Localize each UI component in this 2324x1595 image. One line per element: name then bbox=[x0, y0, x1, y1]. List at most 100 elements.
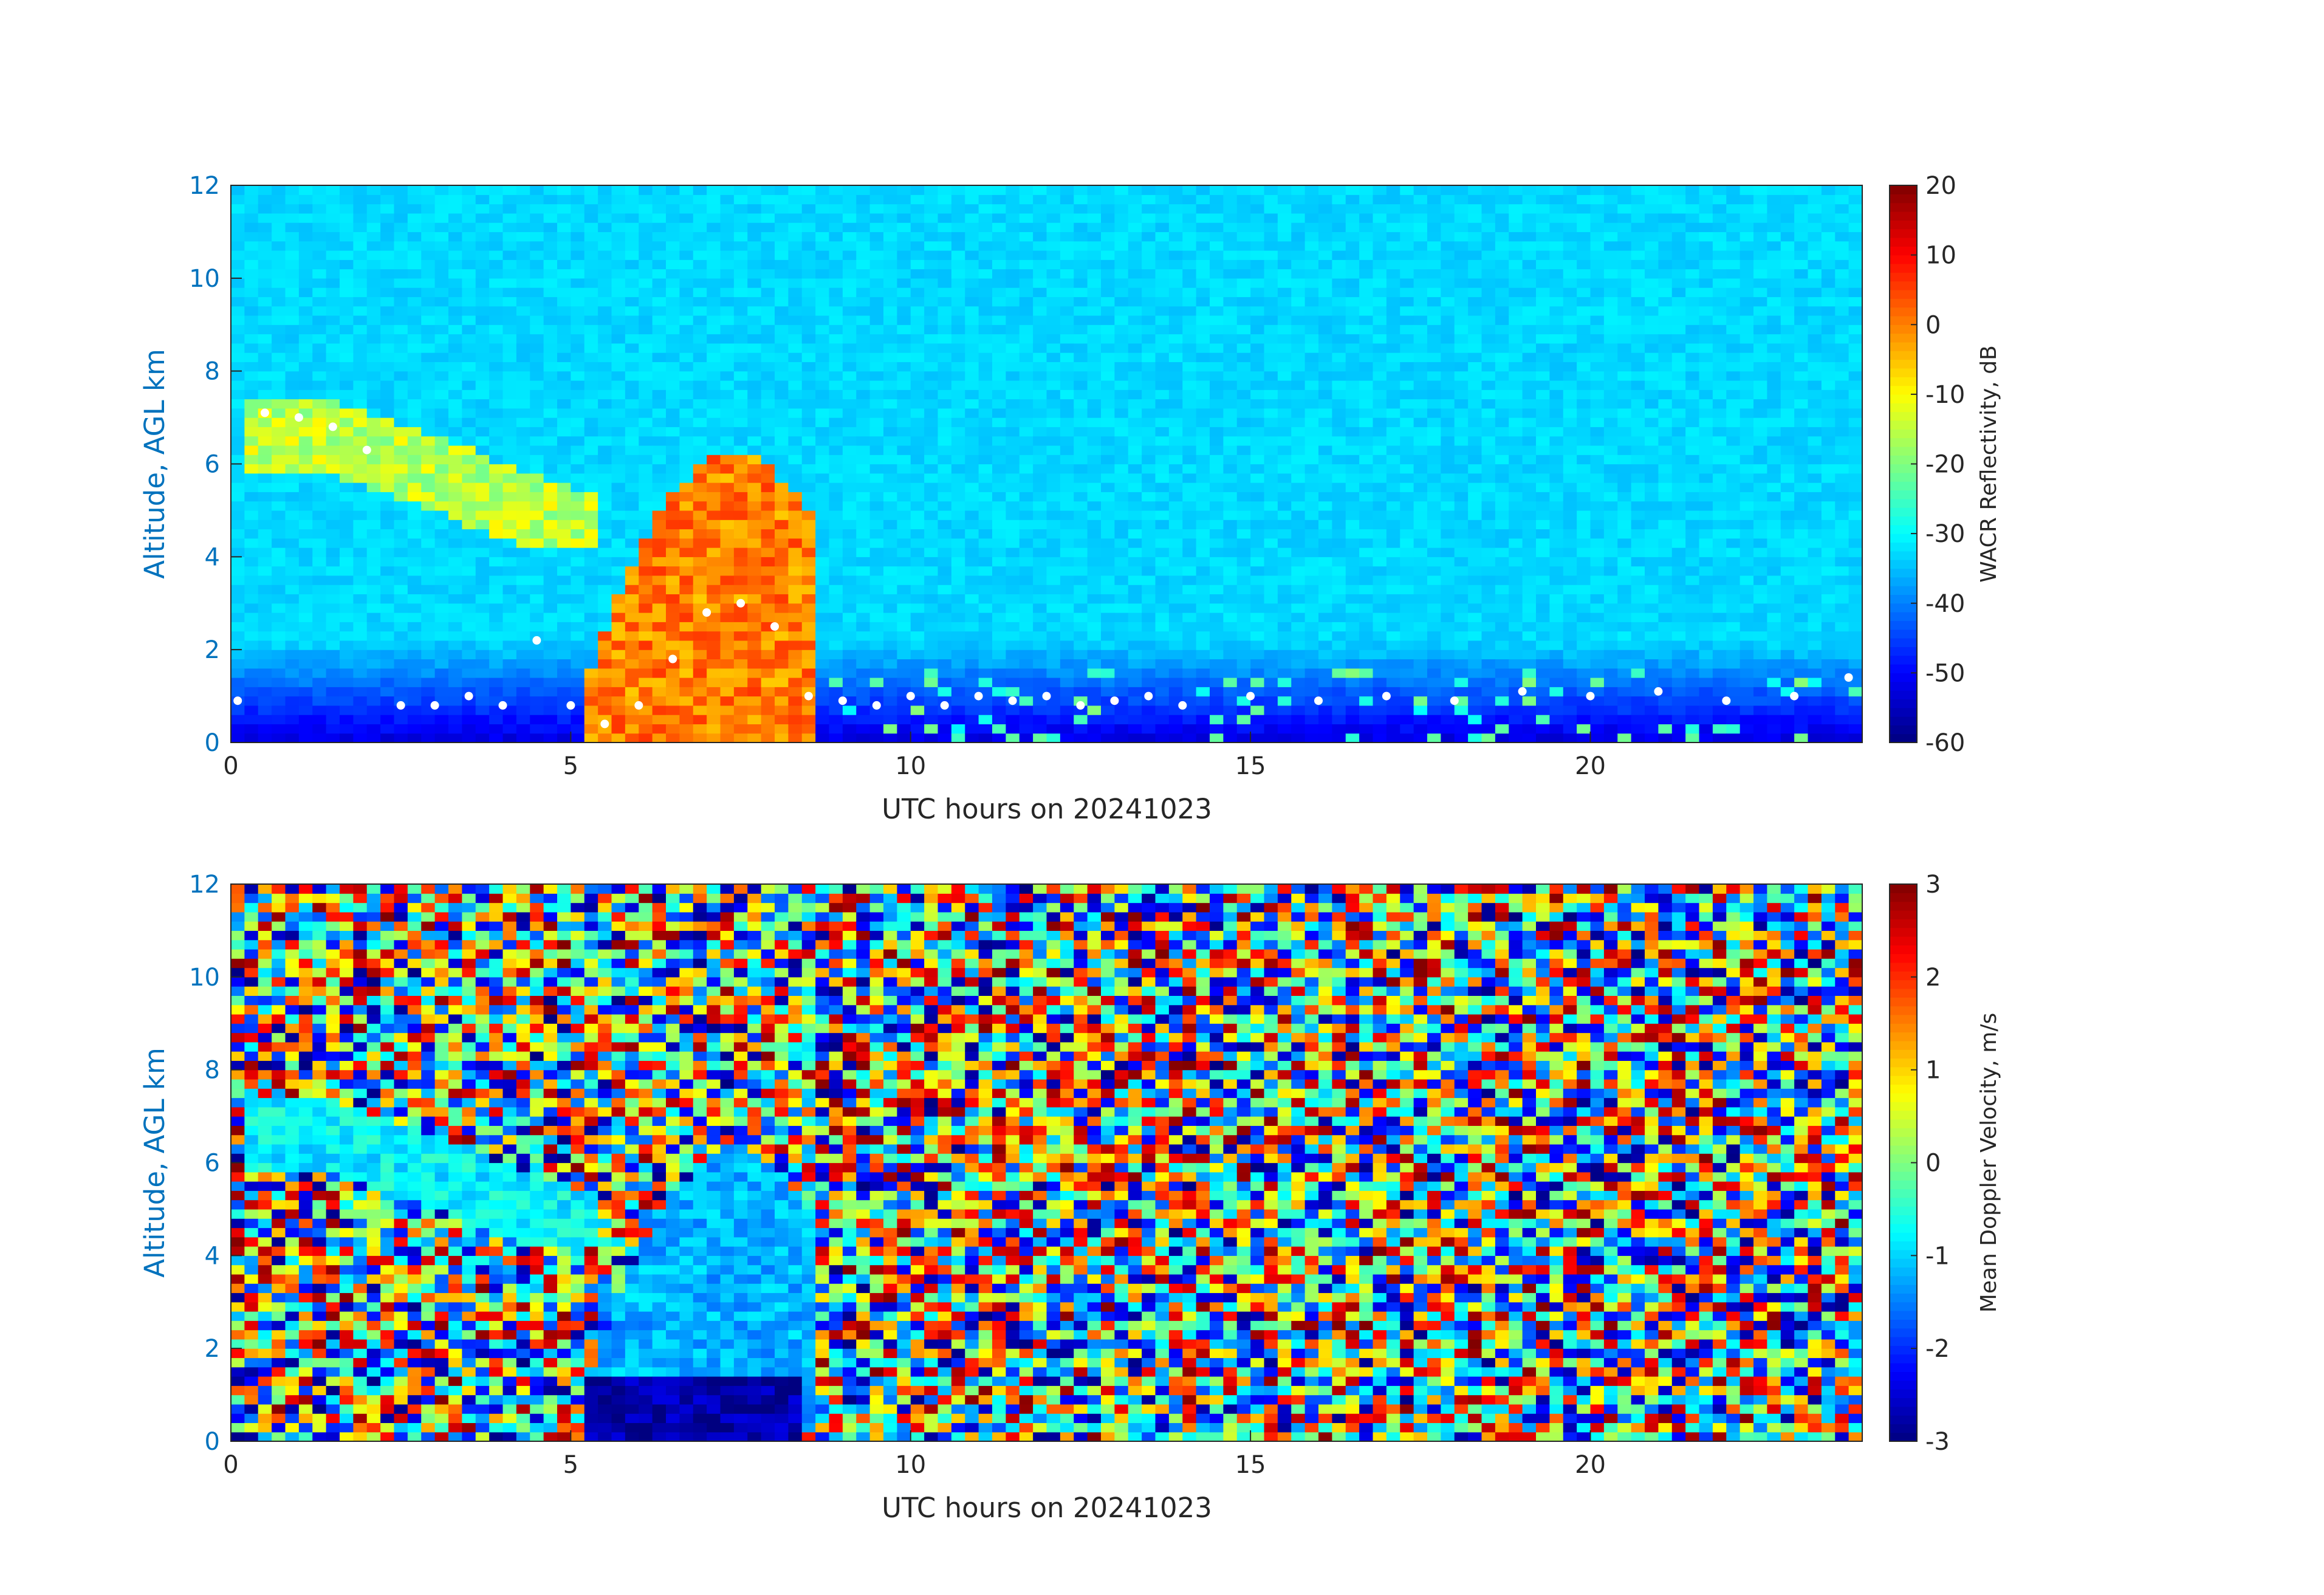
heatmap-cell bbox=[1332, 417, 1346, 427]
heatmap-cell bbox=[693, 408, 707, 418]
heatmap-cell bbox=[801, 213, 816, 223]
heatmap-cell bbox=[421, 677, 436, 687]
heatmap-cell bbox=[666, 269, 680, 279]
heatmap-cell bbox=[897, 566, 911, 576]
heatmap-cell bbox=[380, 259, 395, 270]
heatmap-cell bbox=[815, 575, 830, 585]
heatmap-cell bbox=[679, 566, 694, 576]
heatmap-cell bbox=[366, 557, 381, 567]
heatmap-cell bbox=[1223, 677, 1238, 687]
heatmap-cell bbox=[707, 269, 721, 279]
heatmap-cell bbox=[707, 436, 721, 446]
heatmap-cell bbox=[557, 454, 571, 465]
heatmap-cell bbox=[1142, 603, 1156, 613]
heatmap-cell bbox=[1019, 324, 1033, 335]
heatmap-cell bbox=[951, 352, 965, 362]
heatmap-cell bbox=[340, 343, 354, 353]
heatmap-cell bbox=[1210, 362, 1224, 372]
heatmap-cell bbox=[543, 380, 558, 390]
heatmap-cell bbox=[244, 352, 259, 362]
heatmap-cell bbox=[1114, 464, 1129, 474]
heatmap-cell bbox=[421, 612, 436, 622]
heatmap-cell bbox=[1019, 705, 1033, 715]
heatmap-cell bbox=[1128, 445, 1142, 455]
heatmap-cell bbox=[1114, 259, 1129, 270]
heatmap-cell bbox=[434, 324, 449, 335]
heatmap-cell bbox=[965, 668, 979, 678]
heatmap-cell bbox=[366, 640, 381, 650]
heatmap-cell bbox=[407, 204, 422, 214]
heatmap-cell bbox=[1291, 232, 1306, 242]
heatmap-cell bbox=[1006, 389, 1020, 400]
heatmap-cell bbox=[462, 668, 476, 678]
heatmap-cell bbox=[1033, 622, 1047, 632]
heatmap-cell bbox=[312, 659, 327, 669]
heatmap-cell bbox=[924, 603, 939, 613]
heatmap-cell bbox=[394, 612, 408, 622]
heatmap-cell bbox=[340, 659, 354, 669]
heatmap-cell bbox=[407, 585, 422, 595]
heatmap-cell bbox=[434, 724, 449, 734]
heatmap-cell bbox=[842, 538, 857, 548]
heatmap-cell bbox=[557, 194, 571, 205]
heatmap-cell bbox=[272, 204, 286, 214]
heatmap-cell bbox=[258, 668, 272, 678]
heatmap-cell bbox=[1236, 659, 1251, 669]
heatmap-cell bbox=[516, 343, 530, 353]
heatmap-cell bbox=[434, 259, 449, 270]
heatmap-cell bbox=[652, 668, 667, 678]
heatmap-cell bbox=[258, 622, 272, 632]
heatmap-cell bbox=[598, 278, 612, 288]
heatmap-cell bbox=[366, 204, 381, 214]
heatmap-cell bbox=[1114, 687, 1129, 697]
heatmap-cell bbox=[1074, 222, 1088, 233]
heatmap-cell bbox=[1277, 297, 1292, 307]
heatmap-cell bbox=[394, 278, 408, 288]
heatmap-cell bbox=[733, 343, 748, 353]
heatmap-cell bbox=[1142, 352, 1156, 362]
heatmap-cell bbox=[1264, 594, 1278, 604]
heatmap-cell bbox=[1223, 724, 1238, 734]
heatmap-cell bbox=[761, 259, 775, 270]
heatmap-cell bbox=[340, 585, 354, 595]
heatmap-cell bbox=[1128, 492, 1142, 502]
heatmap-cell bbox=[1142, 436, 1156, 446]
heatmap-cell bbox=[1291, 250, 1306, 260]
heatmap-cell bbox=[679, 482, 694, 492]
heatmap-cell bbox=[502, 715, 517, 725]
heatmap-cell bbox=[829, 585, 843, 595]
heatmap-cell bbox=[584, 650, 598, 660]
heatmap-cell bbox=[666, 594, 680, 604]
heatmap-cell bbox=[312, 473, 327, 483]
heatmap-cell bbox=[598, 269, 612, 279]
heatmap-cell bbox=[298, 297, 313, 307]
heatmap-cell bbox=[707, 324, 721, 335]
heatmap-cell bbox=[448, 659, 462, 669]
heatmap-cell bbox=[747, 622, 762, 632]
heatmap-cell bbox=[394, 297, 408, 307]
heatmap-cell bbox=[516, 612, 530, 622]
heatmap-cell bbox=[598, 306, 612, 316]
heatmap-cell bbox=[394, 482, 408, 492]
heatmap-cell bbox=[639, 287, 653, 297]
heatmap-cell bbox=[1250, 724, 1265, 734]
heatmap-cell bbox=[775, 566, 789, 576]
heatmap-cell bbox=[1182, 380, 1197, 390]
heatmap-cell bbox=[489, 454, 504, 465]
heatmap-cell bbox=[298, 194, 313, 205]
heatmap-cell bbox=[842, 594, 857, 604]
heatmap-cell bbox=[707, 278, 721, 288]
heatmap-cell bbox=[434, 687, 449, 697]
heatmap-cell bbox=[1182, 436, 1197, 446]
heatmap-cell bbox=[910, 603, 925, 613]
heatmap-cell bbox=[992, 603, 1006, 613]
heatmap-cell bbox=[475, 650, 490, 660]
heatmap-cell bbox=[965, 659, 979, 669]
heatmap-cell bbox=[829, 185, 843, 195]
heatmap-cell bbox=[1277, 668, 1292, 678]
heatmap-cell bbox=[937, 677, 952, 687]
heatmap-cell bbox=[571, 389, 585, 400]
heatmap-cell bbox=[1019, 204, 1033, 214]
heatmap-cell bbox=[1345, 668, 1360, 678]
heatmap-cell bbox=[1128, 566, 1142, 576]
